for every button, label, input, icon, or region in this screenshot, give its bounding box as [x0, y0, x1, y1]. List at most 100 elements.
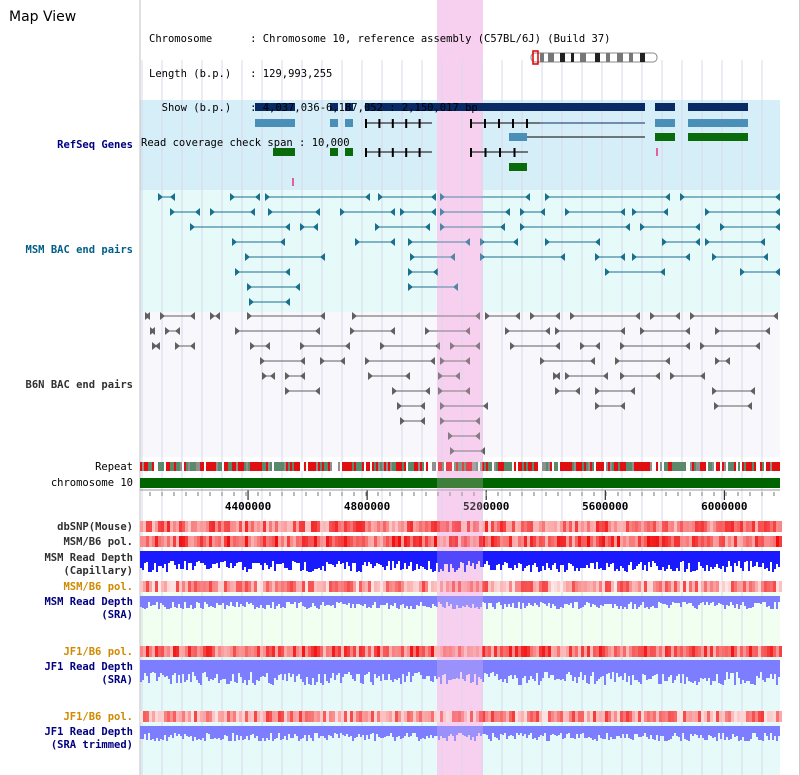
depth-bar: [714, 726, 716, 737]
depth-bar: [144, 551, 146, 563]
repeat-block: [656, 462, 658, 471]
depth-bar: [762, 660, 764, 680]
track-label-msm-depth-capillary[interactable]: MSM Read Depth: [44, 552, 133, 564]
depth-bar: [380, 726, 382, 738]
depth-bar: [568, 660, 570, 672]
repeat-block: [464, 462, 466, 471]
depth-bar: [456, 596, 458, 605]
depth-bar: [346, 660, 348, 674]
track-label-dbsnp[interactable]: dbSNP(Mouse): [57, 521, 133, 533]
repeat-block: [284, 462, 286, 471]
repeat-block: [192, 462, 194, 471]
heat-cell: [650, 521, 653, 532]
track-label-b6n-bac[interactable]: B6N BAC end pairs: [25, 379, 133, 391]
depth-bar: [226, 660, 228, 684]
depth-bar: [684, 726, 686, 739]
track-label-msm-b6-pol-2[interactable]: MSM/B6 pol.: [63, 581, 133, 593]
depth-bar: [442, 551, 444, 571]
repeat-block: [542, 462, 544, 471]
depth-bar: [446, 726, 448, 741]
track-label-refseq[interactable]: RefSeq Genes: [57, 139, 133, 151]
repeat-block: [590, 462, 592, 471]
depth-bar: [204, 726, 206, 741]
heat-cell: [341, 536, 344, 547]
heat-cell: [695, 581, 698, 592]
track-label-jf1-b6-pol-1[interactable]: JF1/B6 pol.: [63, 646, 133, 658]
repeat-block: [362, 462, 364, 471]
track-label-jf1-b6-pol-2[interactable]: JF1/B6 pol.: [63, 711, 133, 723]
depth-bar: [512, 726, 514, 736]
heat-cell: [524, 521, 527, 532]
repeat-block: [254, 462, 256, 471]
depth-bar: [622, 726, 624, 734]
heat-cell: [767, 581, 770, 592]
depth-bar: [208, 660, 210, 681]
bac-end-marker: [285, 223, 290, 231]
repeat-block: [754, 462, 756, 471]
depth-bar: [144, 660, 146, 673]
depth-bar: [664, 596, 666, 604]
depth-bar: [370, 726, 372, 734]
heat-cell: [296, 536, 299, 547]
heat-cell: [590, 536, 593, 547]
heat-cell: [434, 536, 437, 547]
depth-bar: [566, 551, 568, 570]
depth-bar: [708, 726, 710, 735]
repeat-block: [624, 462, 626, 471]
heat-cell: [437, 711, 440, 722]
heat-cell: [383, 711, 386, 722]
depth-bar: [582, 726, 584, 733]
heat-cell: [386, 536, 389, 547]
track-label-jf1-depth[interactable]: JF1 Read Depth: [44, 661, 133, 673]
track-label-msm-bac[interactable]: MSM BAC end pairs: [25, 244, 133, 256]
depth-bar: [744, 726, 746, 741]
heat-cell: [746, 711, 749, 722]
heat-cell: [221, 581, 224, 592]
depth-bar: [232, 726, 234, 733]
track-label-msm-depth-sra[interactable]: MSM Read Depth: [44, 596, 133, 608]
depth-bar: [654, 596, 656, 608]
depth-bar: [294, 551, 296, 562]
track-label-msm-b6-pol-1[interactable]: MSM/B6 pol.: [63, 536, 133, 548]
depth-bar: [342, 596, 344, 604]
gene-block: [365, 103, 645, 111]
repeat-block: [724, 462, 726, 471]
heat-cell: [539, 711, 542, 722]
depth-bar: [156, 596, 158, 602]
heat-cell: [698, 581, 701, 592]
heat-cell: [416, 581, 419, 592]
bac-end-marker: [575, 387, 580, 395]
depth-bar: [294, 660, 296, 682]
depth-bar: [466, 551, 468, 565]
depth-bar: [608, 726, 610, 740]
gene-exon: [498, 119, 500, 128]
track-label-jf1-depth-trimmed[interactable]: JF1 Read Depth: [44, 726, 133, 738]
depth-bar: [400, 551, 402, 570]
repeat-block: [356, 462, 358, 471]
depth-bar: [360, 660, 362, 683]
repeat-block: [436, 462, 438, 471]
depth-bar: [162, 596, 164, 605]
heat-cell: [188, 521, 191, 532]
depth-bar: [754, 551, 756, 566]
heat-cell: [185, 521, 188, 532]
depth-bar: [154, 726, 156, 741]
heat-cell: [692, 646, 695, 657]
depth-bar: [144, 596, 146, 609]
bac-end-marker: [350, 327, 355, 335]
repeat-block: [346, 462, 348, 471]
gene-marker: [656, 148, 658, 156]
heat-cell: [743, 536, 746, 547]
bac-end-marker: [150, 327, 155, 335]
ideogram-band: [606, 53, 610, 62]
gene-block: [273, 148, 295, 156]
depth-bar: [174, 596, 176, 607]
depth-bar: [244, 726, 246, 739]
repeat-block: [140, 462, 142, 471]
depth-bar: [194, 551, 196, 566]
heat-cell: [608, 581, 611, 592]
depth-bar: [450, 726, 452, 734]
bac-end-marker: [555, 372, 560, 380]
heat-cell: [266, 536, 269, 547]
